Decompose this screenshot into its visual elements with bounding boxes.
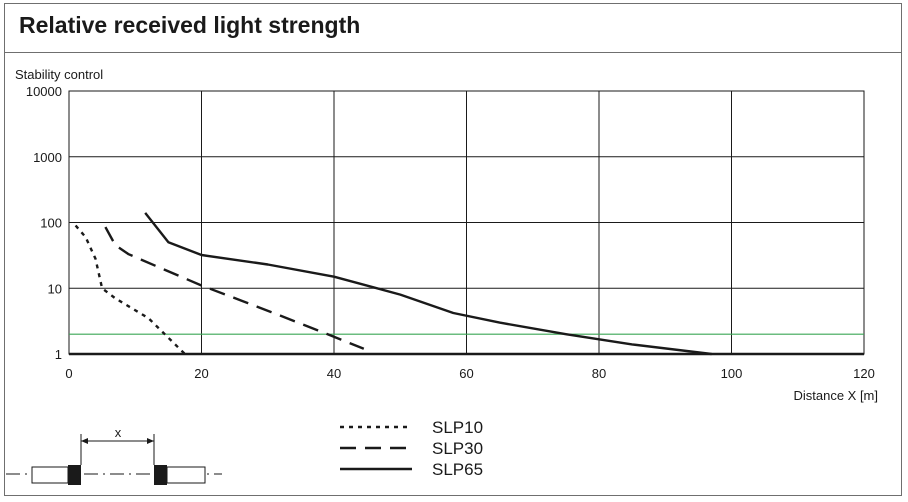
legend: SLP10 SLP30 SLP65	[340, 418, 483, 479]
emitter-lens	[68, 465, 81, 485]
x-tick-label-2: 40	[327, 366, 341, 381]
title-divider	[5, 52, 901, 53]
grid	[68, 90, 865, 356]
dimension-arrow-right	[147, 438, 154, 444]
sensor-diagram: x	[6, 425, 222, 485]
x-tick-label-0: 0	[65, 366, 72, 381]
distance-label: x	[115, 425, 122, 440]
x-tick-label-3: 60	[459, 366, 473, 381]
series-line-slp65	[144, 212, 712, 356]
y-tick-label-4: 10000	[26, 84, 62, 99]
x-tick-label-4: 80	[592, 366, 606, 381]
x-tick-label-1: 20	[194, 366, 208, 381]
x-axis-label: Distance X [m]	[793, 388, 878, 403]
legend-label-slp10: SLP10	[432, 418, 483, 437]
y-tick-label-0: 1	[55, 347, 62, 362]
dimension-arrow-left	[81, 438, 88, 444]
chart-frame	[4, 3, 902, 496]
legend-label-slp65: SLP65	[432, 460, 483, 479]
reflector-block	[154, 465, 167, 485]
reflector-housing	[166, 466, 206, 484]
x-tick-label-5: 100	[721, 366, 743, 381]
y-tick-label-1: 10	[48, 281, 62, 296]
series-layer	[74, 212, 712, 356]
y-tick-label-3: 1000	[33, 150, 62, 165]
y-axis-label: Stability control	[15, 67, 103, 82]
emitter-housing	[31, 466, 69, 484]
chart-title: Relative received light strength	[19, 12, 361, 38]
legend-label-slp30: SLP30	[432, 439, 483, 458]
x-tick-label-6: 120	[853, 366, 875, 381]
y-tick-label-2: 100	[40, 216, 62, 231]
series-line-slp30	[104, 226, 365, 350]
